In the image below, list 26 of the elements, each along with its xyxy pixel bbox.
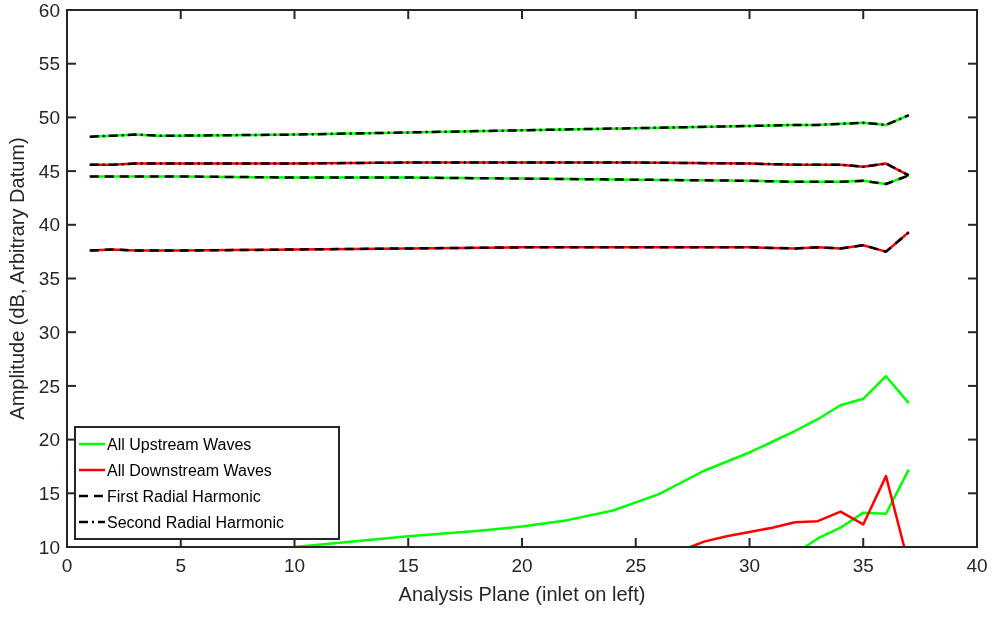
x-tick-label: 40 <box>966 555 988 576</box>
y-tick-label: 50 <box>38 107 60 129</box>
y-tick-label: 45 <box>38 160 60 182</box>
x-tick-label: 15 <box>397 555 419 576</box>
legend-label: All Downstream Waves <box>107 461 272 479</box>
x-tick-label: 5 <box>175 555 187 576</box>
x-tick-label: 0 <box>61 555 73 576</box>
x-tick-label: 10 <box>283 555 306 576</box>
x-axis-title: Analysis Plane (inlet on left) <box>398 583 646 605</box>
y-tick-label: 55 <box>38 53 60 75</box>
legend-label: All Upstream Waves <box>107 435 252 453</box>
y-tick-label: 60 <box>38 0 60 21</box>
x-tick-label: 25 <box>625 555 647 576</box>
y-tick-label: 40 <box>38 214 60 236</box>
x-tick-label: 20 <box>511 555 533 576</box>
y-tick-label: 10 <box>38 536 60 558</box>
x-tick-label: 35 <box>852 555 874 576</box>
y-tick-label: 30 <box>38 321 60 343</box>
legend-label: First Radial Harmonic <box>107 487 261 505</box>
x-tick-label: 30 <box>738 555 761 576</box>
y-tick-label: 35 <box>38 268 60 290</box>
y-tick-label: 15 <box>38 482 60 504</box>
legend-label: Second Radial Harmonic <box>107 513 284 531</box>
y-tick-label: 25 <box>38 375 60 397</box>
y-axis-title: Amplitude (dB, Arbitrary Datum) <box>6 137 28 420</box>
y-tick-label: 20 <box>38 429 60 451</box>
